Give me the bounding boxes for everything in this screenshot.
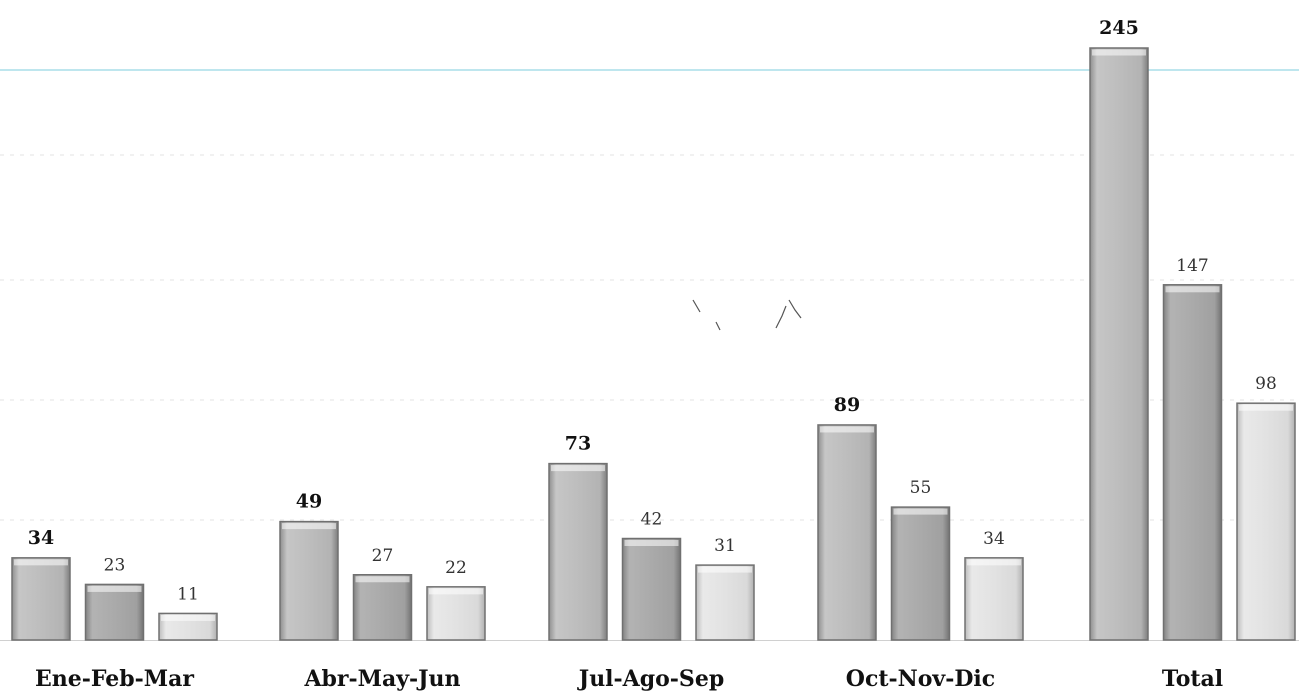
data-label: 27 — [372, 546, 394, 566]
bar-total-series-1 — [1089, 47, 1149, 641]
bar-jul-ago-sep-series-3 — [695, 564, 755, 641]
data-label: 42 — [641, 510, 663, 530]
bar-highlight — [355, 576, 410, 583]
category-label-3: Jul-Ago-Sep — [577, 666, 724, 692]
bar-jul-ago-sep-series-1 — [548, 462, 608, 641]
bar-highlight — [14, 559, 68, 566]
bar-highlight — [624, 540, 679, 547]
bar-jul-ago-sep-series-2 — [621, 537, 682, 641]
bar-abr-may-jun-series-2 — [352, 574, 413, 641]
bar-highlight — [1092, 49, 1146, 56]
bar-highlight — [1239, 404, 1293, 411]
category-labels: Ene-Feb-Mar Abr-May-Jun Jul-Ago-Sep Oct-Nov… — [35, 666, 1223, 692]
bar-abr-may-jun-series-1 — [279, 520, 339, 641]
category-label-2: Abr-May-Jun — [303, 666, 460, 692]
data-label: 89 — [834, 394, 860, 416]
bar-highlight — [1165, 286, 1220, 293]
data-label: 22 — [445, 558, 467, 578]
bar-highlight — [551, 465, 605, 472]
data-label: 98 — [1255, 374, 1277, 394]
data-label: 245 — [1099, 17, 1139, 39]
data-label: 31 — [714, 536, 736, 556]
bar-highlight — [282, 523, 336, 530]
bar-oct-nov-dic-series-2 — [890, 506, 951, 641]
bars — [11, 47, 1296, 641]
bar-highlight — [967, 559, 1021, 566]
bar-highlight — [429, 588, 483, 595]
data-labels: 34 23 11 49 27 22 73 42 31 89 55 34 245 147 98 — [28, 17, 1277, 604]
bar-highlight — [820, 426, 874, 433]
data-label: 147 — [1176, 256, 1208, 276]
category-label-1: Ene-Feb-Mar — [35, 666, 194, 692]
data-label: 34 — [28, 527, 54, 549]
data-label: 55 — [910, 478, 932, 498]
category-label-4: Oct-Nov-Dic — [846, 666, 995, 692]
bar-oct-nov-dic-series-1 — [817, 424, 877, 641]
bar-abr-may-jun-series-3 — [426, 586, 486, 641]
bar-total-series-2 — [1162, 284, 1223, 641]
bar-oct-nov-dic-series-3 — [964, 557, 1024, 641]
bar-ene-feb-mar-series-2 — [84, 583, 145, 641]
data-label: 49 — [296, 491, 322, 513]
bar-total-series-3 — [1236, 402, 1296, 641]
bar-highlight — [87, 585, 142, 592]
bar-highlight — [161, 614, 215, 621]
data-label: 23 — [104, 555, 126, 575]
bar-highlight — [698, 566, 752, 573]
bar-highlight — [893, 508, 948, 515]
data-label: 73 — [565, 433, 591, 455]
pen-mark-annotation — [692, 299, 802, 331]
data-label: 34 — [983, 529, 1005, 549]
data-label: 11 — [177, 584, 199, 604]
category-label-5: Total — [1162, 666, 1223, 692]
bar-ene-feb-mar-series-1 — [11, 557, 71, 641]
